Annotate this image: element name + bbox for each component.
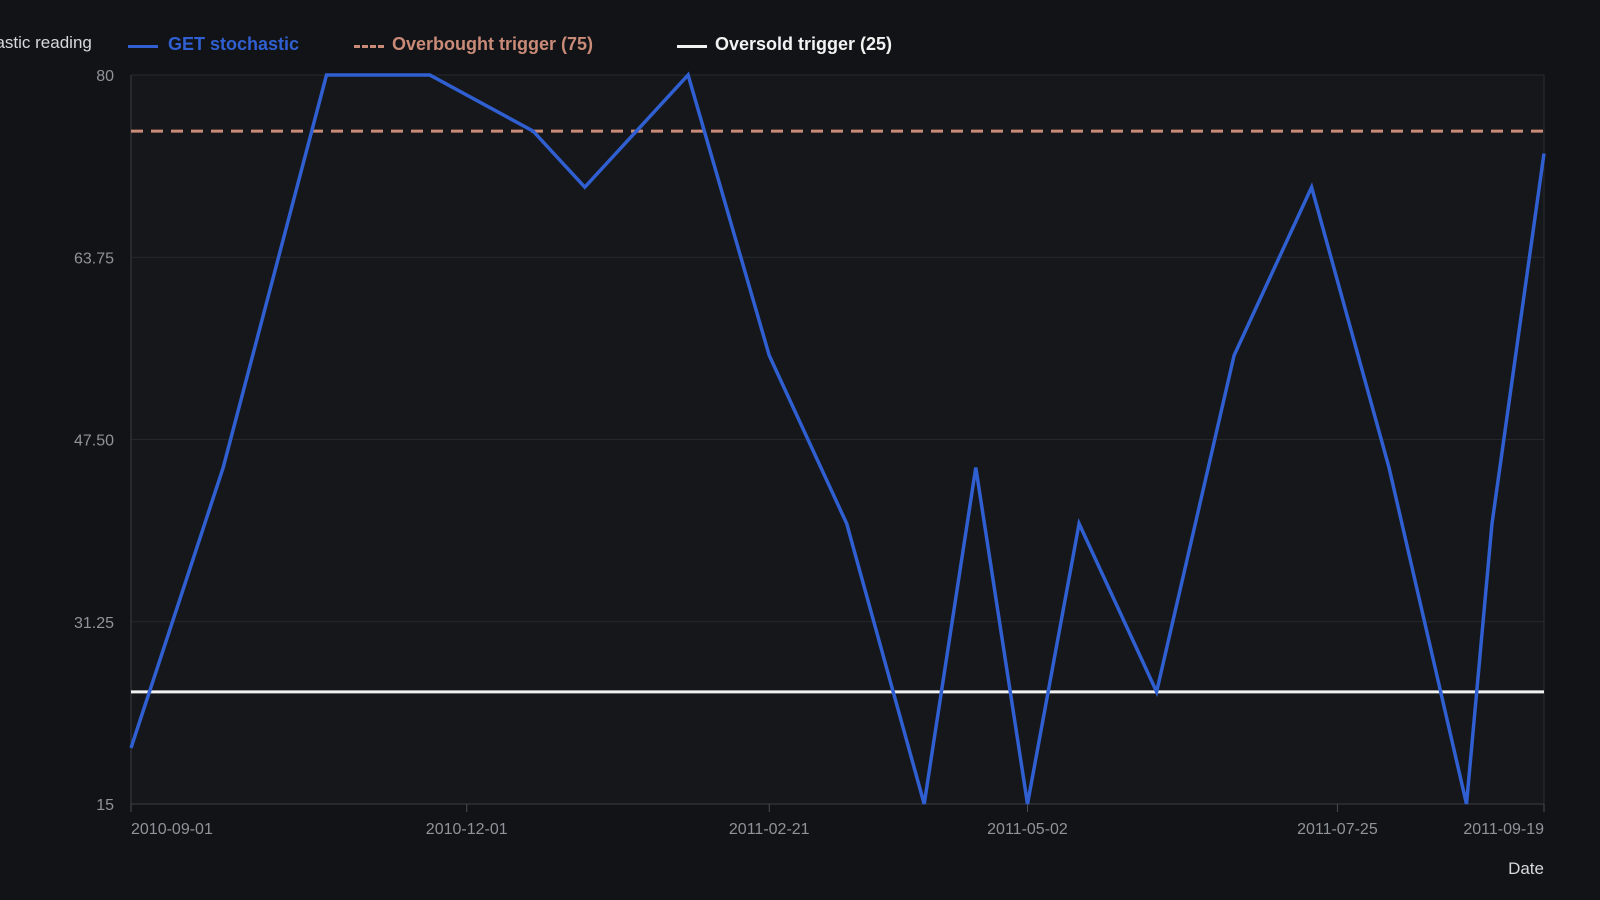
y-tick-label: 15: [96, 797, 114, 814]
x-tick-label: 2011-05-02: [987, 821, 1068, 838]
legend-item-oversold[interactable]: Oversold trigger (25): [715, 34, 893, 54]
x-tick-label: 2010-12-01: [426, 821, 508, 838]
legend-swatch-overbought: [354, 45, 384, 48]
x-tick-label: 2011-02-21: [729, 821, 810, 838]
y-tick-label: 63.75: [74, 250, 114, 267]
y-axis-ticks: 15 31.25 47.50 63.75 80: [74, 68, 114, 814]
legend-item-overbought[interactable]: Overbought trigger (75): [392, 34, 594, 54]
x-tick-label: 2011-09-19: [1463, 821, 1544, 838]
series-line-get-stochastic: [129, 71, 1546, 805]
reference-lines: [131, 129, 1544, 694]
x-axis-ticks: 2010-09-01 2010-12-01 2011-02-21 2011-05-02…: [130, 804, 1545, 838]
y-tick-label: 47.50: [74, 433, 114, 450]
x-tick-label: 2011-07-25: [1297, 821, 1378, 838]
legend-item-get-stochastic[interactable]: GET stochastic: [168, 34, 300, 54]
y-tick-label: 31.25: [74, 615, 114, 632]
legend-swatch-get-stochastic: [128, 45, 158, 48]
y-axis-label: Stochastic reading: [0, 33, 92, 52]
x-axis-title: Date: [1508, 859, 1544, 878]
y-tick-label: 80: [96, 68, 114, 85]
legend-swatch-oversold: [677, 45, 707, 48]
x-tick-label: 2010-09-01: [131, 821, 213, 838]
